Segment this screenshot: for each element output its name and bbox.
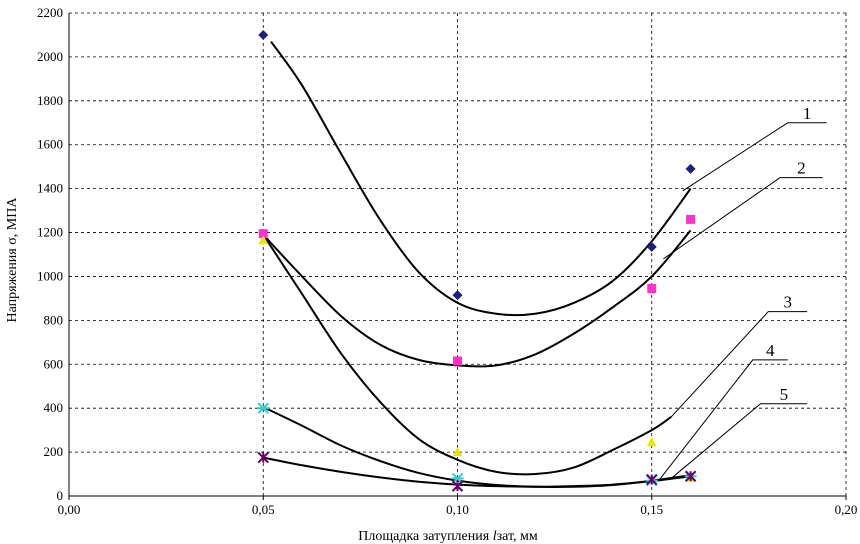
data-markers <box>257 29 697 492</box>
y-axis-title: Напряжения σ, МПА <box>5 197 20 323</box>
data-point-series-2 <box>453 356 462 366</box>
trend-curve-2 <box>262 229 692 368</box>
grid <box>69 12 847 496</box>
x-axis-title: Площадка затупления lзат, мм <box>358 529 538 544</box>
series-label-1: 1 <box>803 104 812 123</box>
x-axis-title-italic: l <box>493 529 497 544</box>
y-tick-label: 2200 <box>37 5 63 20</box>
y-tick-label: 800 <box>44 312 64 327</box>
y-tick-label: 1600 <box>37 137 63 152</box>
data-point-series-5 <box>646 473 658 486</box>
callout-leader-3 <box>670 311 808 418</box>
trend-curve-5 <box>263 456 691 488</box>
data-point-series-4 <box>257 402 270 414</box>
data-point-series-5 <box>684 470 697 482</box>
data-point-series-5 <box>257 451 269 464</box>
y-tick-label: 600 <box>44 356 64 371</box>
data-point-series-3 <box>258 235 269 245</box>
x-tick-label: 0,05 <box>252 502 275 517</box>
data-point-series-3 <box>646 437 657 447</box>
data-point-series-2 <box>258 229 268 239</box>
trend-curve-4 <box>262 406 691 488</box>
x-axis-title-suffix: зат, мм <box>497 529 538 544</box>
data-point-series-2 <box>647 284 657 294</box>
trend-curve-1 <box>270 40 692 317</box>
series-label-4: 4 <box>766 341 775 360</box>
series-label-3: 3 <box>783 293 792 312</box>
labels: Напряжения σ, МПА Площадка затупления lз… <box>5 5 857 544</box>
y-tick-label: 0 <box>57 488 64 503</box>
data-point-series-1 <box>646 241 657 252</box>
data-point-series-1 <box>452 290 463 301</box>
y-tick-label: 1400 <box>37 181 63 196</box>
axes <box>68 13 847 500</box>
y-tick-label: 200 <box>44 444 64 459</box>
callout-leaders <box>659 122 827 480</box>
x-tick-label: 0,15 <box>640 502 663 517</box>
data-point-series-1 <box>258 29 269 40</box>
y-tick-label: 400 <box>44 400 64 415</box>
y-tick-label: 1200 <box>37 225 63 240</box>
y-tick-label: 1800 <box>37 93 63 108</box>
x-tick-label: 0,00 <box>58 502 81 517</box>
trend-curve-3 <box>262 234 672 476</box>
data-point-series-2 <box>686 214 696 224</box>
series-label-5: 5 <box>780 385 789 404</box>
data-point-series-5 <box>451 480 464 492</box>
trend-curves <box>262 40 692 488</box>
x-tick-label: 0,10 <box>446 502 469 517</box>
series-label-2: 2 <box>797 159 806 178</box>
data-point-series-1 <box>685 163 696 174</box>
callout-leader-4 <box>659 359 788 480</box>
data-point-series-3 <box>452 447 463 457</box>
callout-leader-5 <box>670 403 808 479</box>
x-tick-label: 0,20 <box>835 502 858 517</box>
y-tick-label: 2000 <box>37 49 63 64</box>
callout-leader-2 <box>663 177 823 260</box>
x-axis-title-prefix: Площадка затупления <box>358 529 492 544</box>
y-tick-label: 1000 <box>37 268 63 283</box>
callout-leader-1 <box>682 122 827 192</box>
